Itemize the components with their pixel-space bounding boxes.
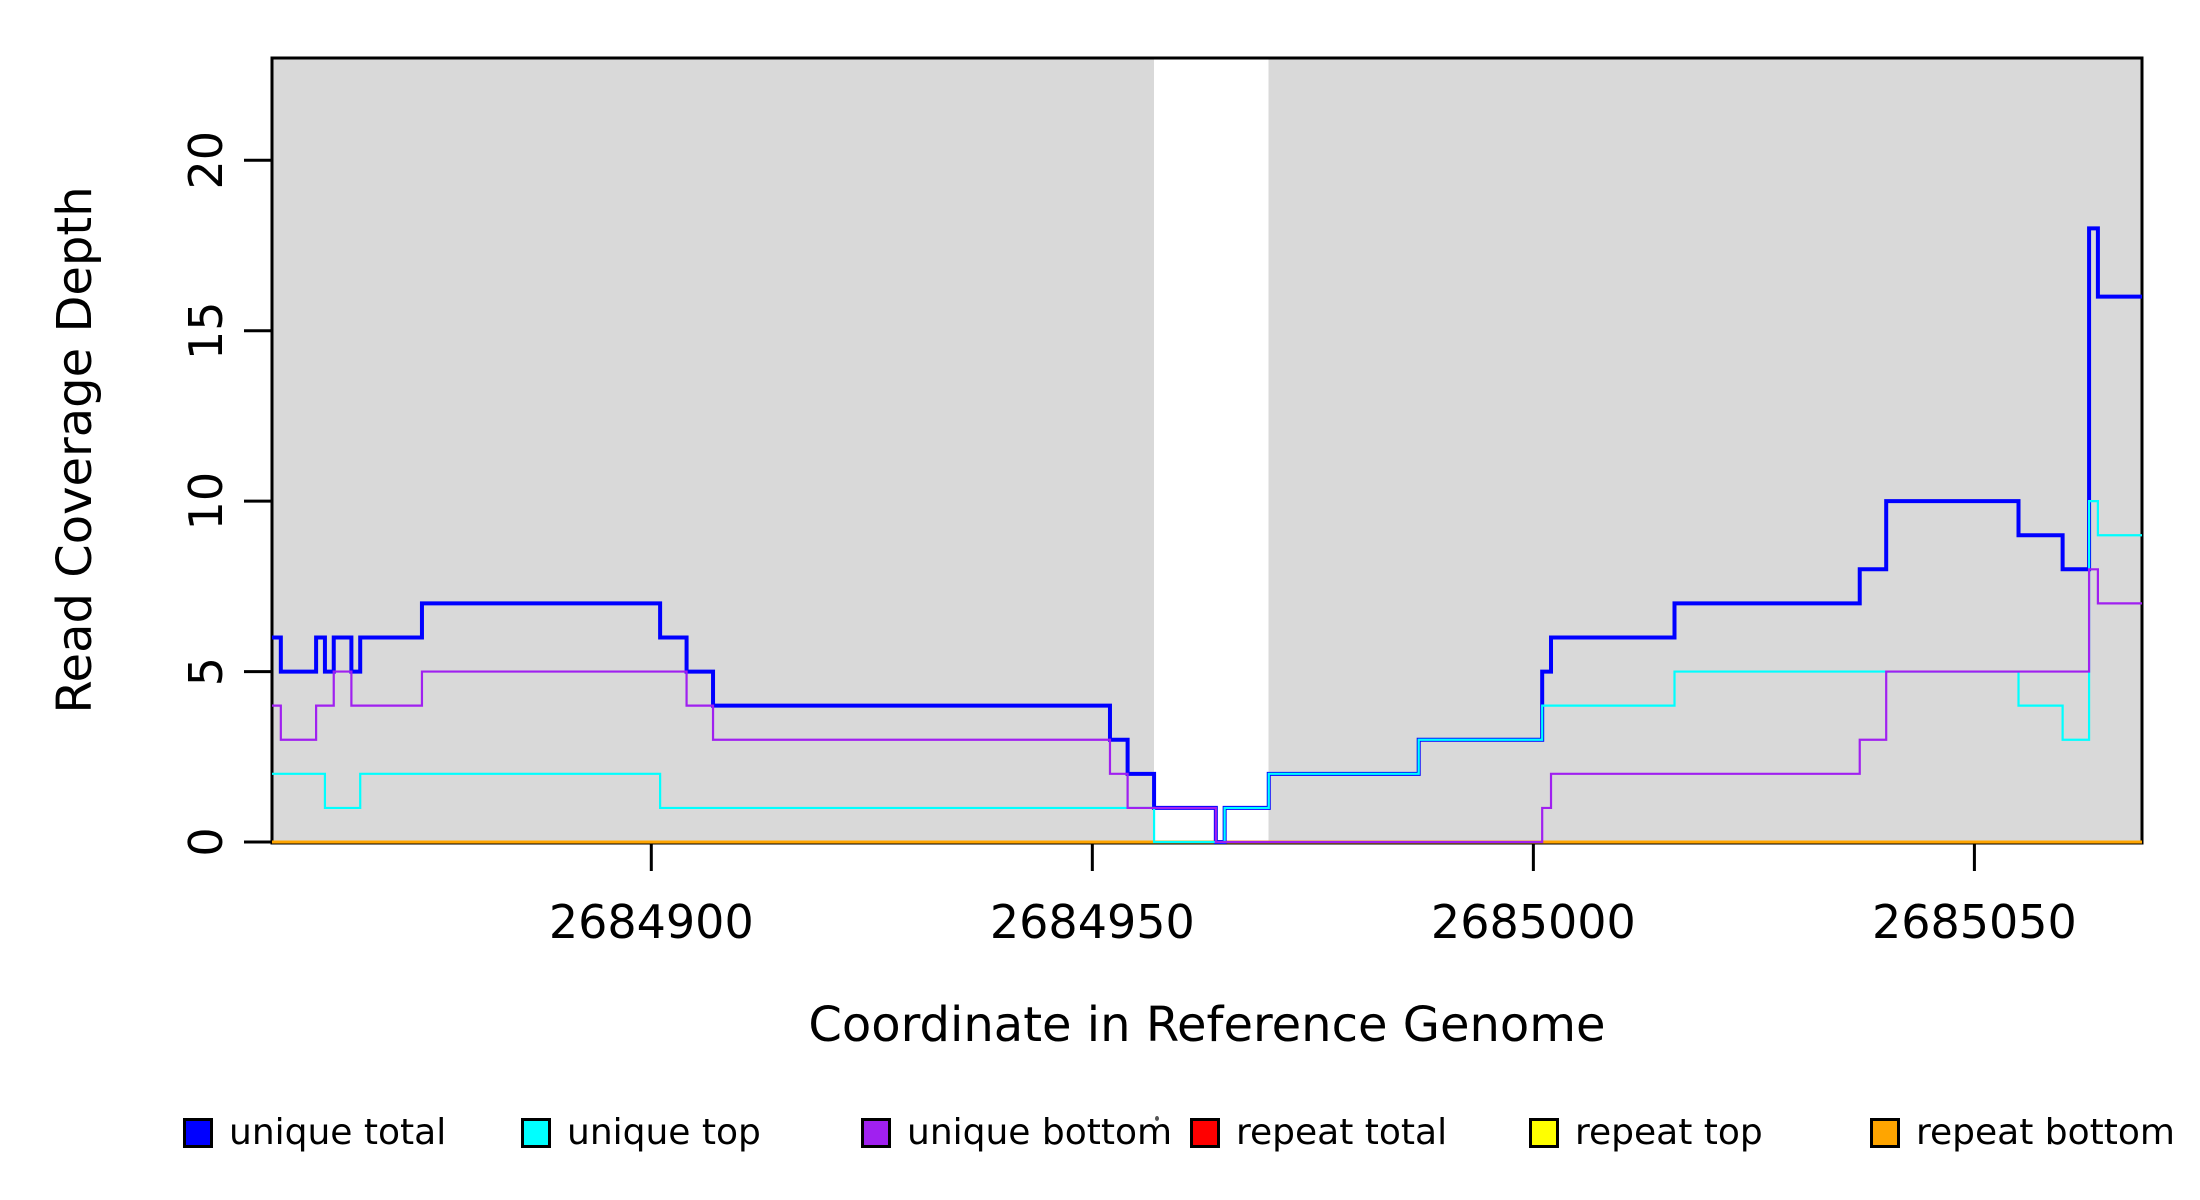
stray-dot [1155, 1116, 1159, 1121]
series-unique-top [272, 500, 2142, 844]
y-tick-label: 20 [179, 131, 233, 190]
x-tick-label: 2685000 [1431, 895, 1636, 949]
series-unique-bottom [272, 568, 2142, 844]
x-tick-label: 2684900 [549, 895, 754, 949]
x-tick-label: 2684950 [990, 895, 1195, 949]
y-tick-label: 10 [179, 472, 233, 531]
y-tick-label: 5 [179, 657, 233, 686]
y-tick-label: 15 [179, 301, 233, 360]
x-axis-title: Coordinate in Reference Genome [808, 997, 1606, 1053]
y-axis-title: Read Coverage Depth [47, 186, 103, 714]
x-tick-label: 2685050 [1872, 895, 2077, 949]
y-tick-label: 0 [179, 827, 233, 856]
panel-shaded-region [1268, 58, 2142, 843]
